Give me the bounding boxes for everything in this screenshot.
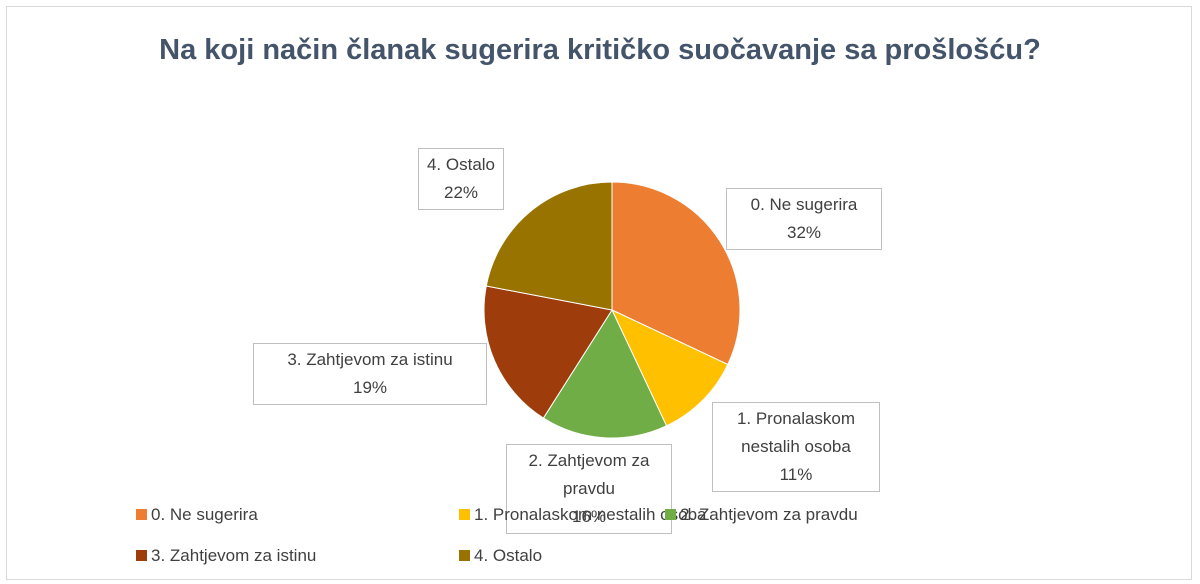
legend-label: 3. Zahtjevom za istinu bbox=[151, 546, 317, 565]
pie-slice bbox=[611, 181, 741, 366]
legend-item: 1. Pronalaskom nestalih osoba bbox=[459, 505, 706, 525]
data-label: 0. Ne sugerira 32% bbox=[726, 188, 882, 250]
data-label: 1. Pronalaskom nestalih osoba 11% bbox=[712, 402, 880, 492]
legend-item: 3. Zahtjevom za istinu bbox=[136, 546, 316, 566]
data-label-value: 22% bbox=[443, 183, 479, 202]
legend-swatch bbox=[459, 509, 470, 520]
legend-item: 2. Zahtjevom za pravdu bbox=[665, 505, 858, 525]
pie-slice bbox=[610, 308, 729, 427]
legend-label: 0. Ne sugerira bbox=[151, 505, 258, 524]
pie-slice bbox=[483, 285, 613, 419]
legend-item: 0. Ne sugerira bbox=[136, 505, 258, 525]
data-label-category: 3. Zahtjevom za istinu bbox=[287, 350, 453, 369]
legend-item: 4. Ostalo bbox=[459, 546, 542, 566]
legend-swatch bbox=[459, 550, 470, 561]
legend-label: 4. Ostalo bbox=[474, 546, 543, 565]
data-label-category: 2. Zahtjevom za pravdu bbox=[528, 451, 650, 498]
chart-frame bbox=[6, 6, 1192, 580]
legend-swatch bbox=[136, 509, 147, 520]
data-label-value: 19% bbox=[352, 378, 388, 397]
data-label: 3. Zahtjevom za istinu 19% bbox=[253, 343, 487, 405]
data-label-value: 16% bbox=[571, 507, 607, 526]
data-label-category: 1. Pronalaskom nestalih osoba bbox=[736, 409, 856, 456]
pie-slice bbox=[485, 181, 613, 311]
legend-swatch bbox=[136, 550, 147, 561]
data-label: 4. Ostalo 22% bbox=[418, 148, 504, 210]
legend-label: 1. Pronalaskom nestalih osoba bbox=[474, 505, 707, 524]
data-label: 2. Zahtjevom za pravdu 16% bbox=[506, 444, 672, 534]
data-label-category: 4. Ostalo bbox=[426, 155, 496, 174]
data-label-value: 32% bbox=[786, 223, 822, 242]
legend-label: 2. Zahtjevom za pravdu bbox=[680, 505, 858, 524]
chart-title: Na koji način članak sugerira kritičko s… bbox=[159, 34, 1041, 66]
legend-swatch bbox=[665, 509, 676, 520]
data-label-category: 0. Ne sugerira bbox=[750, 195, 858, 214]
pie-slice bbox=[542, 308, 668, 439]
data-label-value: 11% bbox=[779, 465, 813, 484]
